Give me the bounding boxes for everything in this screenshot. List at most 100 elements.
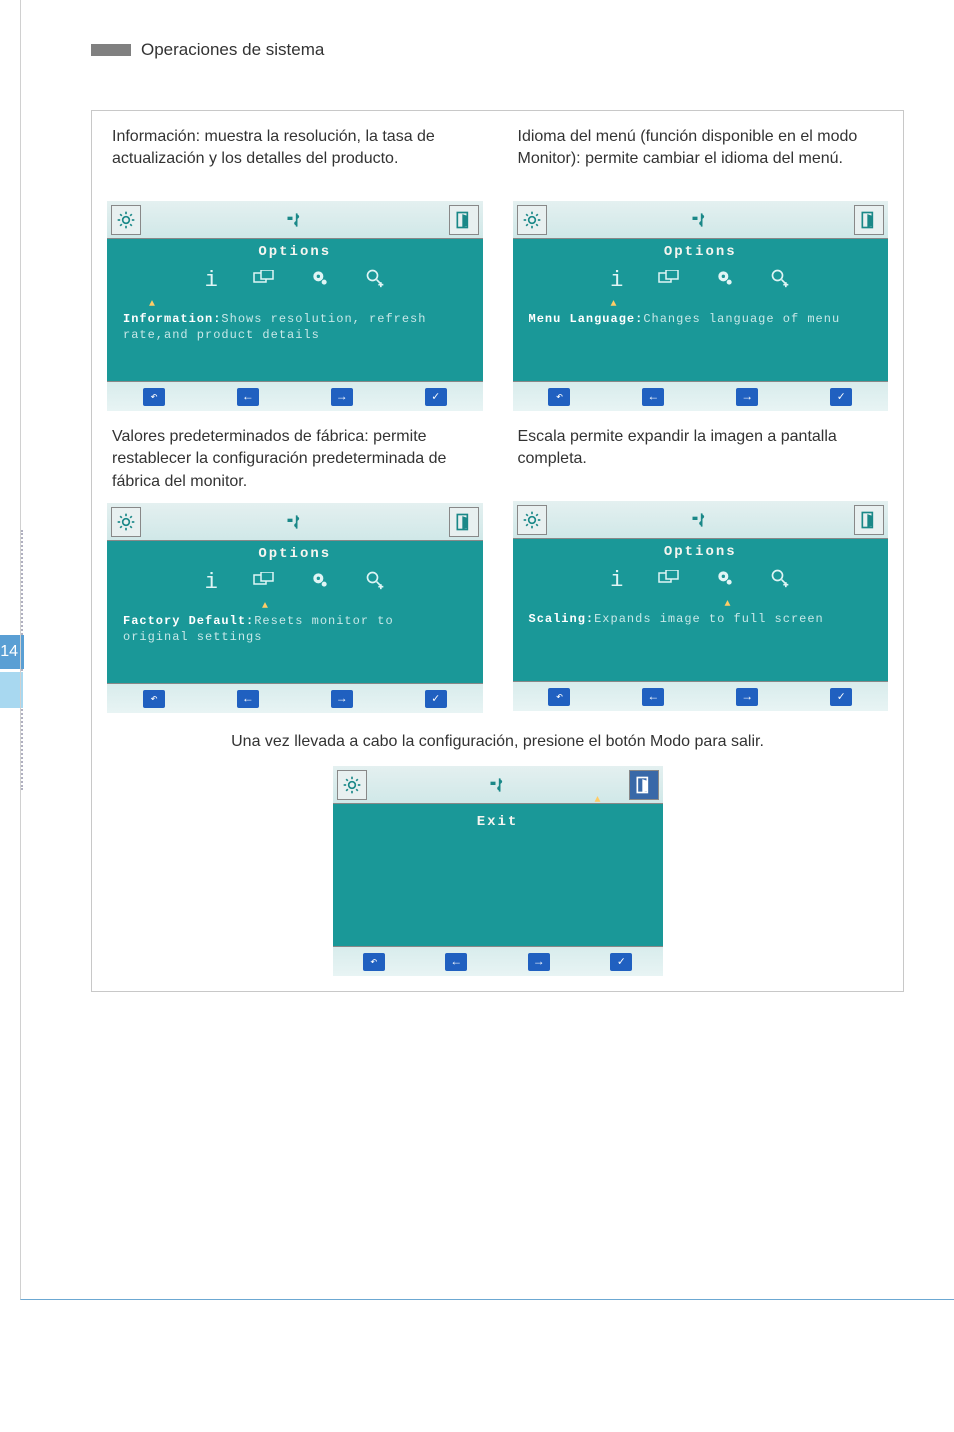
selection-arrow-icon: ▲ (725, 599, 731, 610)
undo-icon: ↶ (143, 690, 165, 708)
osd-screenshot-information: Options i ▲ Information:Shows resolution… (107, 201, 483, 411)
osd-title: Options (258, 244, 331, 260)
osd-highlight-label: Menu Language: (529, 312, 644, 326)
settings-split-icon (280, 205, 310, 235)
osd-detail-text: Expands image to full screen (594, 612, 824, 626)
grid-cell-language: Idioma del menú (función disponible en e… (498, 111, 904, 411)
settings-split-icon (685, 205, 715, 235)
info-icon: i (610, 268, 623, 295)
osd-highlight-label: Factory Default: (123, 614, 254, 628)
left-arrow-icon: ← (642, 388, 664, 406)
osd-body: Options i ▲ Scaling:Expands image to ful… (513, 539, 889, 681)
left-arrow-icon: ← (237, 690, 259, 708)
right-arrow-icon: → (736, 688, 758, 706)
info-icon: i (610, 568, 623, 595)
exit-door-icon (449, 205, 479, 235)
osd-nav-strip: ↶ ← → ✓ (107, 683, 483, 713)
magnify-plus-icon (770, 568, 790, 595)
osd-option-icons: i (205, 268, 385, 295)
cell-description: Escala permite expandir la imagen a pant… (513, 426, 889, 501)
osd-description: Information:Shows resolution, refresh ra… (117, 312, 473, 343)
grid-cell-factory-default: Valores predeterminados de fábrica: perm… (92, 411, 498, 713)
gear-icon (715, 268, 735, 295)
osd-top-strip (513, 201, 889, 239)
brightness-icon (517, 505, 547, 535)
cell-description: Información: muestra la resolución, la t… (107, 126, 483, 201)
exit-door-icon (854, 205, 884, 235)
footer-row: Una vez llevada a cabo la configuración,… (92, 713, 903, 991)
undo-icon: ↶ (143, 388, 165, 406)
grid-row: Información: muestra la resolución, la t… (92, 111, 903, 411)
osd-title: Options (664, 544, 737, 560)
left-arrow-icon: ← (642, 688, 664, 706)
settings-split-icon (280, 507, 310, 537)
brightness-icon (337, 770, 367, 800)
grid-cell-scaling: Escala permite expandir la imagen a pant… (498, 411, 904, 713)
content-grid: Información: muestra la resolución, la t… (91, 110, 904, 992)
magnify-plus-icon (365, 570, 385, 597)
osd-nav-strip: ↶ ← → ✓ (333, 946, 663, 976)
windows-icon (253, 570, 275, 597)
osd-nav-strip: ↶ ← → ✓ (513, 381, 889, 411)
osd-body: Options i ▲ Menu Language:Changes langua… (513, 239, 889, 381)
brightness-icon (111, 205, 141, 235)
left-arrow-icon: ← (237, 388, 259, 406)
cell-description: Idioma del menú (función disponible en e… (513, 126, 889, 201)
info-icon: i (205, 268, 218, 295)
osd-highlight-label: Scaling: (529, 612, 595, 626)
settings-split-icon (685, 505, 715, 535)
check-icon: ✓ (610, 953, 632, 971)
osd-screenshot-exit: ▲ Exit ↶ ← → ✓ (333, 766, 663, 976)
osd-top-strip (107, 201, 483, 239)
osd-detail-text: Changes language of menu (643, 312, 840, 326)
osd-option-icons: i (610, 268, 790, 295)
footer-instruction: Una vez llevada a cabo la configuración,… (107, 733, 888, 751)
undo-icon: ↶ (363, 953, 385, 971)
right-arrow-icon: → (331, 388, 353, 406)
gear-icon (310, 570, 330, 597)
osd-top-strip (513, 501, 889, 539)
brightness-icon (517, 205, 547, 235)
magnify-plus-icon (770, 268, 790, 295)
settings-split-icon (483, 770, 513, 800)
cell-description: Valores predeterminados de fábrica: perm… (107, 426, 483, 503)
gear-icon (310, 268, 330, 295)
osd-option-icons: i (205, 570, 385, 597)
document-page: Operaciones de sistema Información: mues… (20, 0, 954, 1300)
check-icon: ✓ (425, 690, 447, 708)
osd-description: Scaling:Expands image to full screen (523, 612, 879, 628)
osd-screenshot-menu-language: Options i ▲ Menu Language:Changes langua… (513, 201, 889, 411)
selection-arrow-icon: ▲ (611, 299, 617, 310)
osd-nav-strip: ↶ ← → ✓ (107, 381, 483, 411)
osd-title: Options (664, 244, 737, 260)
selection-arrow-icon: ▲ (594, 795, 600, 806)
selection-arrow-icon: ▲ (149, 299, 155, 310)
magnify-plus-icon (365, 268, 385, 295)
selection-arrow-icon: ▲ (262, 601, 268, 612)
osd-title: Options (258, 546, 331, 562)
osd-option-icons: i (610, 568, 790, 595)
info-icon: i (205, 570, 218, 597)
grid-cell-info: Información: muestra la resolución, la t… (92, 111, 498, 411)
header-accent-block (91, 44, 131, 56)
osd-screenshot-factory-default: Options i ▲ Factory Default:Resets monit… (107, 503, 483, 713)
osd-body: Options i ▲ Information:Shows resolution… (107, 239, 483, 381)
page-title: Operaciones de sistema (141, 40, 324, 60)
osd-top-strip (333, 766, 663, 804)
osd-highlight-label: Information: (123, 312, 221, 326)
osd-body: Options i ▲ Factory Default:Resets monit… (107, 541, 483, 683)
gear-icon (715, 568, 735, 595)
page-header: Operaciones de sistema (91, 40, 904, 60)
osd-description: Factory Default:Resets monitor to origin… (117, 614, 473, 645)
exit-osd-wrapper: ▲ Exit ↶ ← → ✓ (107, 766, 888, 976)
undo-icon: ↶ (548, 688, 570, 706)
exit-door-icon (629, 770, 659, 800)
undo-icon: ↶ (548, 388, 570, 406)
windows-icon (658, 268, 680, 295)
osd-top-strip (107, 503, 483, 541)
grid-row: Valores predeterminados de fábrica: perm… (92, 411, 903, 713)
exit-door-icon (854, 505, 884, 535)
right-arrow-icon: → (331, 690, 353, 708)
check-icon: ✓ (830, 388, 852, 406)
osd-nav-strip: ↶ ← → ✓ (513, 681, 889, 711)
